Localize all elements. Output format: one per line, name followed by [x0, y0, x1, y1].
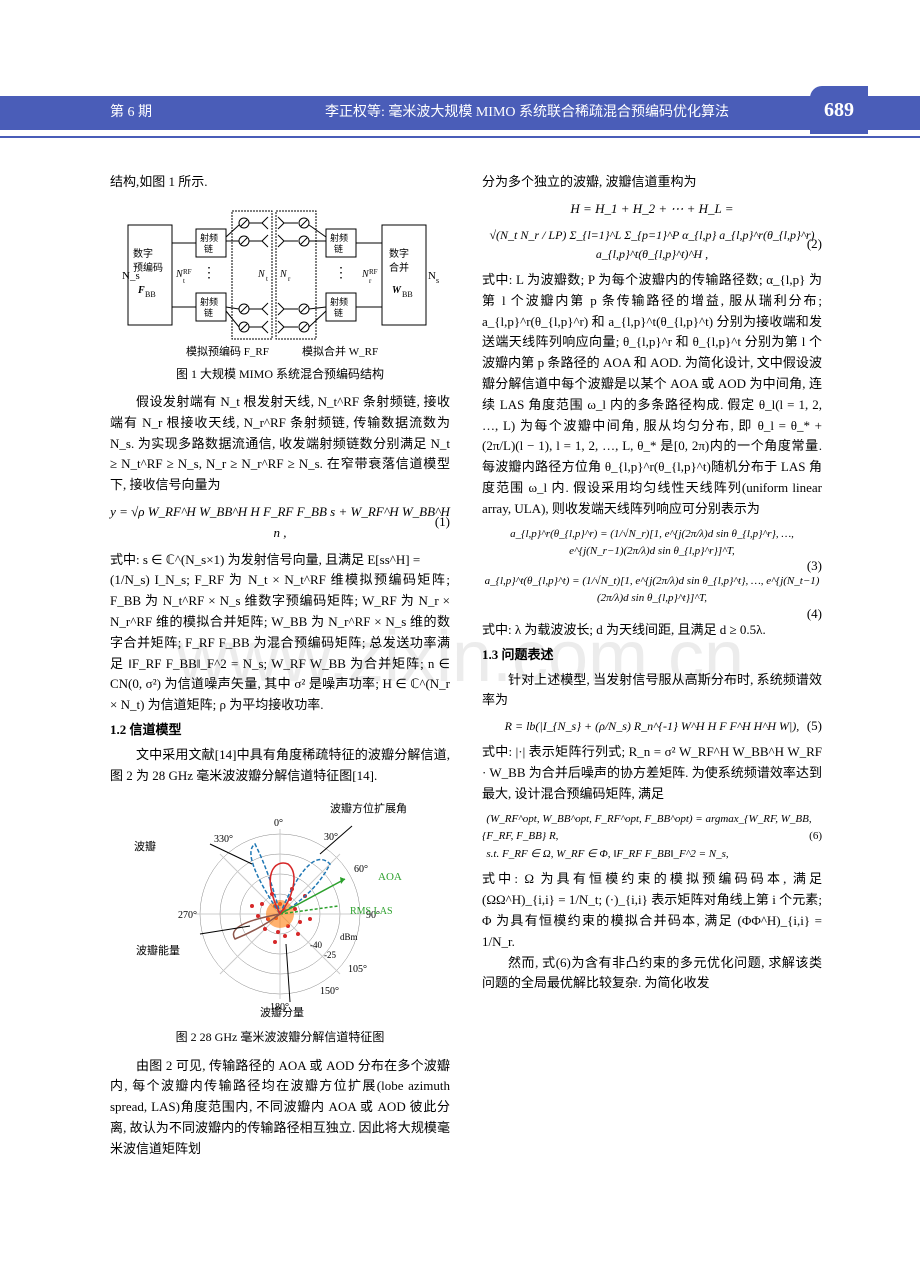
fig1-rf4a: 射频 — [330, 296, 348, 307]
fig1-fbb: F — [137, 285, 145, 296]
fig2-azimuth: 波瓣方位扩展角 — [330, 801, 407, 815]
fig1-fbb-sub: BB — [145, 290, 156, 299]
fig1-rf2a: 射频 — [200, 296, 218, 307]
fig1-nr: N — [279, 269, 288, 280]
left-column: 结构,如图 1 所示. N_s 数字 预编码 F BB 射频 链 射频 链 ⋮ — [110, 172, 450, 1160]
figure-1: N_s 数字 预编码 F BB 射频 链 射频 链 ⋮ N RF t — [110, 201, 450, 384]
fig2-dbm25: -25 — [324, 950, 336, 960]
right-p4: 针对上述模型, 当发射信号服从高斯分布时, 系统频谱效率为 — [482, 670, 822, 712]
eq3-body: a_{l,p}^r(θ_{l,p}^r) = (1/√N_r)[1, e^{j(… — [482, 526, 822, 561]
left-p4: 文中采用文献[14]中具有角度稀疏特征的波瓣分解信道, 图 2 为 28 GHz… — [110, 745, 450, 787]
eq-2a: H = H_1 + H_2 + ⋯ + H_L = — [482, 199, 822, 220]
fig1-dots2: ⋮ — [334, 266, 348, 281]
fig1-digcomb1: 数字 — [389, 247, 409, 260]
fig2-150: 150° — [320, 986, 339, 997]
eq5-body: R = lb(|I_{N_s} + (ρ/N_s) R_n^{-1} W^H H… — [505, 717, 800, 736]
fig2-270: 270° — [178, 910, 197, 921]
fig1-ns-sub: s — [436, 276, 439, 285]
left-p3b: (1/N_s) I_N_s; F_RF 为 N_t × N_t^RF 维模拟预编… — [110, 570, 450, 716]
eq6a-body: (W_RF^opt, W_BB^opt, F_RF^opt, F_BB^opt)… — [486, 813, 811, 843]
eq-2b: √(N_t N_r / LP) Σ_{l=1}^L Σ_{p=1}^P α_{l… — [482, 226, 822, 264]
header-bar: 第 6 期 李正权等: 毫米波大规模 MIMO 系统联合稀疏混合预编码优化算法 … — [0, 96, 920, 130]
header-spacer — [0, 0, 920, 96]
left-p1: 结构,如图 1 所示. — [110, 172, 450, 193]
under-bar — [0, 130, 920, 138]
fig1-dots1: ⋮ — [202, 266, 216, 281]
fig1-rf4b: 链 — [334, 307, 343, 318]
fig1-caption: 图 1 大规模 MIMO 系统混合预编码结构 — [110, 365, 450, 384]
eq-3: a_{l,p}^r(θ_{l,p}^r) = (1/√N_r)[1, e^{j(… — [482, 526, 822, 561]
fig1-wbb: W — [392, 285, 402, 296]
eq6b-body: s.t. F_RF ∈ Ω, W_RF ∈ Φ, ‖F_RF F_BB‖_F^2… — [486, 848, 728, 860]
fig1-ntrf-sup: RF — [183, 268, 192, 276]
eq2a-body: H = H_1 + H_2 + ⋯ + H_L = — [570, 199, 733, 220]
right-p3: 式中: λ 为载波波长; d 为天线间距, 且满足 d ≥ 0.5λ. — [482, 620, 822, 641]
fig2-30: 30° — [324, 832, 338, 843]
section-1-2: 1.2 信道模型 — [110, 720, 450, 741]
fig1-rf3a: 射频 — [330, 232, 348, 243]
right-column: 分为多个独立的波瓣, 波瓣信道重构为 H = H_1 + H_2 + ⋯ + H… — [482, 172, 822, 1160]
right-p5: 式中: |·| 表示矩阵行列式; R_n = σ² W_RF^H W_BB^H … — [482, 742, 822, 804]
fig1-wbb-sub: BB — [402, 290, 413, 299]
section-1-3: 1.3 问题表述 — [482, 645, 822, 666]
right-p1: 分为多个独立的波瓣, 波瓣信道重构为 — [482, 172, 822, 193]
fig2-60: 60° — [354, 864, 368, 875]
eq-4: a_{l,p}^t(θ_{l,p}^t) = (1/√N_t)[1, e^{j(… — [482, 573, 822, 608]
header-issue: 第 6 期 — [110, 102, 152, 124]
eq2-num: (2) — [807, 234, 822, 255]
fig2-105: 105° — [348, 964, 367, 975]
left-p2: 假设发射端有 N_t 根发射天线, N_t^RF 条射频链, 接收端有 N_r … — [110, 392, 450, 496]
right-p2: 式中: L 为波瓣数; P 为每个波瓣内的传输路径数; α_{l,p} 为第 l… — [482, 270, 822, 520]
fig1-nt-sub: t — [266, 275, 268, 283]
fig2-0: 0° — [274, 818, 283, 829]
fig2-caption: 图 2 28 GHz 毫米波波瓣分解信道特征图 — [110, 1028, 450, 1047]
fig1-nrrf-sup: RF — [369, 268, 378, 276]
fig2-330: 330° — [214, 834, 233, 845]
fig2-rms: RMS LAS — [350, 906, 393, 917]
fig2-dbm: dBm — [340, 932, 358, 942]
page-content: 结构,如图 1 所示. N_s 数字 预编码 F BB 射频 链 射频 链 ⋮ — [0, 144, 920, 1180]
eq-6: { (W_RF^opt, W_BB^opt, F_RF^opt, F_BB^op… — [482, 811, 822, 864]
fig1-nt: N — [257, 269, 266, 280]
left-p3a: 式中: s ∈ ℂ^(N_s×1) 为发射信号向量, 且满足 E[ss^H] = — [110, 550, 450, 571]
fig1-nrrf-sub: r — [369, 277, 372, 285]
fig2-energy: 波瓣能量 — [136, 943, 180, 957]
fig1-analogpre: 模拟预编码 F_RF — [186, 344, 269, 358]
fig1-analogcomb: 模拟合并 W_RF — [302, 344, 378, 358]
fig1-digprecode2: 预编码 — [133, 261, 163, 274]
fig2-dbm40: -40 — [310, 940, 322, 950]
eq4-body: a_{l,p}^t(θ_{l,p}^t) = (1/√N_t)[1, e^{j(… — [482, 573, 822, 608]
fig1-rf2b: 链 — [204, 307, 213, 318]
fig1-ntrf-sub: t — [183, 277, 185, 285]
fig1-diagram: N_s 数字 预编码 F BB 射频 链 射频 链 ⋮ N RF t — [120, 201, 440, 361]
eq1-body: y = √ρ W_RF^H W_BB^H H F_RF F_BB s + W_R… — [110, 502, 450, 544]
eq4-num: (4) — [807, 604, 822, 625]
header-title: 李正权等: 毫米波大规模 MIMO 系统联合稀疏混合预编码优化算法 — [152, 102, 902, 124]
eq6-num: (6) — [809, 828, 822, 846]
fig2-polar: 0° 30° 60° 90° 105° 150° 180° 270° 330° … — [130, 794, 430, 1024]
right-p6: 式中: Ω 为具有恒模约束的模拟预编码码本, 满足 (ΩΩ^H)_{i,i} =… — [482, 869, 822, 952]
page-number: 689 — [810, 86, 868, 134]
fig1-ns-right: N — [428, 270, 436, 282]
fig1-nr-sub: r — [288, 275, 291, 283]
fig1-rf3b: 链 — [334, 243, 343, 254]
eq2b-body: √(N_t N_r / LP) Σ_{l=1}^L Σ_{p=1}^P α_{l… — [482, 226, 822, 264]
eq-1: y = √ρ W_RF^H W_BB^H H F_RF F_BB s + W_R… — [110, 502, 450, 544]
figure-2: 0° 30° 60° 90° 105° 150° 180° 270° 330° … — [110, 794, 450, 1047]
fig1-digprecode1: 数字 — [133, 247, 153, 260]
fig1-digcomb2: 合并 — [389, 261, 409, 274]
eq5-num: (5) — [807, 716, 822, 737]
fig1-phase-left — [239, 218, 249, 332]
right-p7: 然而, 式(6)为含有非凸约束的多元优化问题, 求解该类问题的全局最优解比较复杂… — [482, 953, 822, 995]
fig1-rf1b: 链 — [204, 243, 213, 254]
fig1-rf1a: 射频 — [200, 232, 218, 243]
left-p5: 由图 2 可见, 传输路径的 AOA 或 AOD 分布在多个波瓣内, 每个波瓣内… — [110, 1056, 450, 1160]
eq1-num: (1) — [435, 512, 450, 533]
fig2-aoa: AOA — [378, 871, 402, 883]
fig2-lobe-label: 波瓣 — [134, 839, 156, 853]
eq-5: R = lb(|I_{N_s} + (ρ/N_s) R_n^{-1} W^H H… — [482, 717, 822, 736]
fig2-component: 波瓣分量 — [260, 1005, 304, 1019]
